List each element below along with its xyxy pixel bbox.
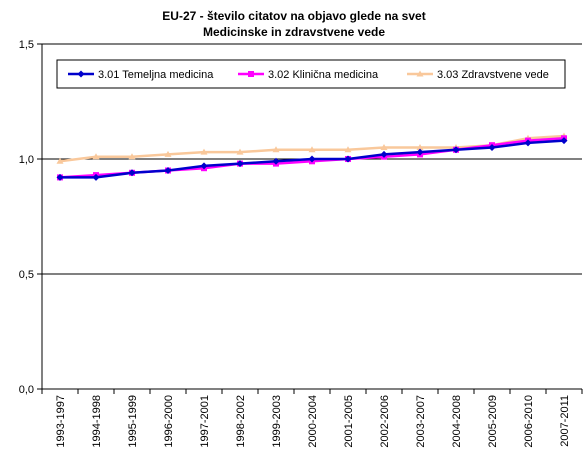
legend: 3.01 Temeljna medicina 3.02 Klinična medi… — [56, 59, 566, 89]
data-point — [380, 150, 388, 158]
legend-box — [56, 59, 566, 89]
legend-label: 3.02 Klinična medicina — [268, 69, 379, 81]
x-tick-labels: 1993-1997 1994-1998 1995-1999 1996-2000 1997… — [55, 395, 571, 448]
data-point — [308, 146, 316, 153]
data-point — [344, 146, 352, 153]
x-tick-label: 2006-2010 — [523, 395, 535, 448]
legend-label: 3.01 Temeljna medicina — [98, 69, 214, 81]
data-point — [200, 148, 208, 155]
x-tick-label: 1995-1999 — [127, 395, 139, 448]
x-tick-label: 2002-2006 — [379, 395, 391, 448]
chart-title: EU-27 - število citatov na objavo glede … — [162, 9, 426, 23]
data-point — [416, 144, 424, 150]
data-point — [164, 167, 172, 174]
data-point — [272, 146, 280, 153]
y-tick-labels: 0,0 0,5 1,0 1,5 — [19, 39, 34, 396]
data-point — [236, 148, 244, 155]
data-point — [128, 169, 136, 177]
data-point — [248, 71, 254, 77]
x-tick-label: 1999-2003 — [271, 395, 283, 448]
data-point — [92, 153, 100, 160]
axes — [37, 43, 583, 394]
x-tick-label: 1997-2001 — [199, 395, 211, 448]
x-tick-label: 2004-2008 — [451, 395, 463, 448]
data-point — [488, 144, 496, 151]
data-point — [416, 148, 424, 156]
data-point — [92, 173, 100, 181]
data-point — [128, 153, 136, 160]
x-tick-label: 2001-2005 — [343, 395, 355, 448]
y-tick-label: 0,5 — [19, 269, 34, 281]
x-tick-label: 1998-2002 — [235, 395, 247, 448]
data-point — [416, 70, 424, 77]
legend-entry-2: 3.02 Klinična medicina — [238, 69, 379, 81]
data-point — [308, 155, 316, 163]
x-tick-label: 2007-2011 — [559, 395, 571, 447]
data-point — [200, 162, 208, 170]
y-tick-label: 1,0 — [19, 154, 34, 166]
data-point — [380, 144, 388, 150]
data-point — [524, 139, 532, 147]
x-tick-label: 1993-1997 — [55, 395, 67, 448]
data-point — [272, 157, 280, 165]
data-point — [56, 157, 64, 164]
y-tick-label: 1,5 — [19, 39, 34, 51]
legend-entry-3: 3.03 Zdravstvene vede — [407, 69, 549, 81]
x-tick-label: 1994-1998 — [91, 395, 103, 448]
data-point — [560, 137, 568, 145]
chart-title-block: EU-27 - število citatov na objavo glede … — [0, 8, 588, 40]
x-tick-label: 2000-2004 — [307, 395, 319, 448]
legend-label: 3.03 Zdravstvene vede — [437, 69, 549, 81]
data-point — [452, 146, 460, 154]
x-tick-label: 2005-2009 — [487, 395, 499, 448]
y-tick-label: 0,0 — [19, 384, 34, 396]
data-point — [236, 160, 244, 168]
data-point — [56, 173, 64, 181]
chart-subtitle: Medicinske in zdravstvene vede — [202, 25, 386, 39]
series-group — [56, 132, 568, 181]
x-tick-label: 1996-2000 — [163, 395, 175, 448]
data-point — [164, 150, 172, 157]
data-point — [77, 70, 85, 78]
x-tick-label: 2003-2007 — [415, 395, 427, 448]
legend-entry-1: 3.01 Temeljna medicina — [68, 69, 214, 81]
series-1 — [56, 137, 568, 181]
data-point — [344, 155, 352, 163]
